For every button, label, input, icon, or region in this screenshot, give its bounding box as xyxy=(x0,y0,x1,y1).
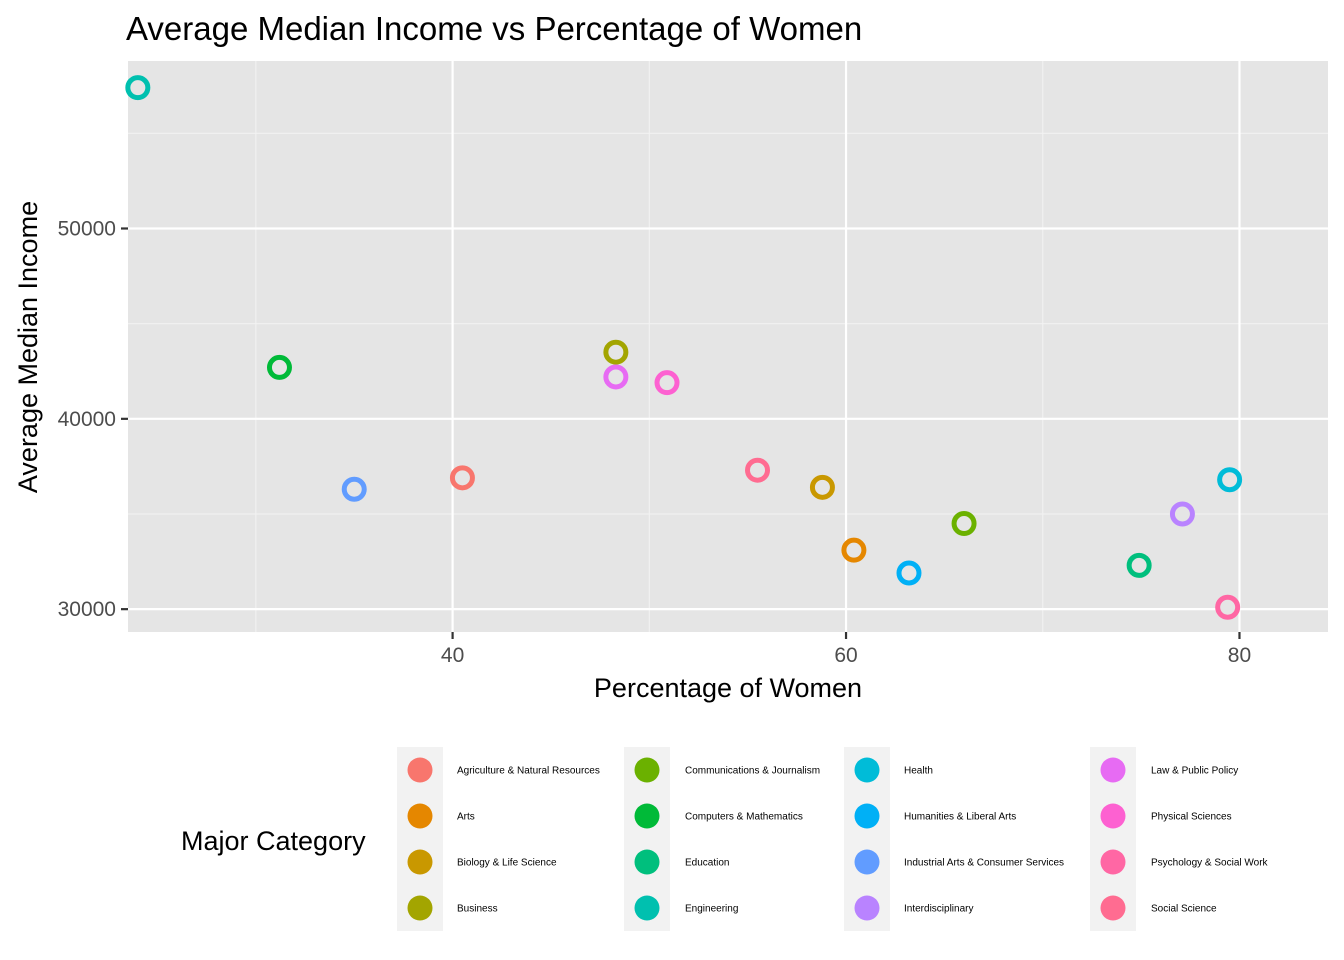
data-point xyxy=(266,354,292,380)
legend-label: Law & Public Policy xyxy=(1151,766,1238,777)
legend-label: Business xyxy=(457,904,498,915)
y-tick-label: 40000 xyxy=(58,408,116,431)
legend-label: Health xyxy=(904,766,933,777)
data-point xyxy=(841,537,867,563)
data-point xyxy=(654,370,680,396)
legend-label: Industrial Arts & Consumer Services xyxy=(904,858,1064,869)
legend-key xyxy=(854,757,880,783)
legend-key xyxy=(407,803,433,829)
x-tick-label: 40 xyxy=(441,644,464,667)
legend-key xyxy=(407,849,433,875)
legend-label: Engineering xyxy=(685,904,738,915)
y-axis: 30000 40000 50000 xyxy=(58,217,128,621)
x-axis: 40 60 80 xyxy=(441,632,1251,667)
plot-panel xyxy=(128,61,1328,632)
legend-label: Psychology & Social Work xyxy=(1151,858,1269,869)
legend-key xyxy=(634,803,660,829)
legend-label: Humanities & Liberal Arts xyxy=(904,812,1016,823)
legend-key xyxy=(634,849,660,875)
data-point xyxy=(1217,467,1243,493)
data-point xyxy=(341,476,367,502)
legend-key xyxy=(1100,895,1126,921)
major-gridlines xyxy=(128,61,1328,632)
legend-key xyxy=(407,895,433,921)
legend-label: Education xyxy=(685,858,729,869)
legend-key xyxy=(1100,803,1126,829)
legend-label: Agriculture & Natural Resources xyxy=(457,766,600,777)
data-point xyxy=(1126,552,1152,578)
legend-key xyxy=(854,895,880,921)
chart-title: Average Median Income vs Percentage of W… xyxy=(126,10,862,47)
y-tick-label: 30000 xyxy=(58,598,116,621)
data-points xyxy=(125,75,1243,620)
legend-label: Biology & Life Science xyxy=(457,858,557,869)
y-axis-title: Average Median Income xyxy=(13,201,43,493)
data-point xyxy=(1169,501,1195,527)
y-tick-label: 50000 xyxy=(58,217,116,240)
data-point xyxy=(1215,594,1241,620)
legend-items: Agriculture & Natural Resources Arts Biolo… xyxy=(397,747,1269,931)
legend-label: Interdisciplinary xyxy=(904,904,973,915)
legend-key xyxy=(854,803,880,829)
legend-label: Communications & Journalism xyxy=(685,766,820,777)
x-axis-title: Percentage of Women xyxy=(594,673,862,703)
legend-key xyxy=(1100,849,1126,875)
x-tick-label: 60 xyxy=(834,644,857,667)
data-point xyxy=(603,339,629,365)
data-point xyxy=(449,465,475,491)
legend-key xyxy=(1100,757,1126,783)
legend-label: Computers & Mathematics xyxy=(685,812,803,823)
legend: Major Category Agriculture & Natural Res… xyxy=(181,747,1269,931)
legend-label: Physical Sciences xyxy=(1151,812,1232,823)
legend-title: Major Category xyxy=(181,826,366,856)
data-point xyxy=(745,457,771,483)
legend-key xyxy=(854,849,880,875)
x-tick-label: 80 xyxy=(1228,644,1251,667)
legend-label: Arts xyxy=(457,812,475,823)
legend-key xyxy=(634,757,660,783)
data-point xyxy=(809,474,835,500)
minor-gridlines xyxy=(128,61,1328,632)
legend-key xyxy=(634,895,660,921)
data-point xyxy=(125,75,151,101)
legend-label: Social Science xyxy=(1151,904,1217,915)
data-point xyxy=(603,364,629,390)
legend-key xyxy=(407,757,433,783)
data-point xyxy=(951,511,977,537)
data-point xyxy=(896,560,922,586)
